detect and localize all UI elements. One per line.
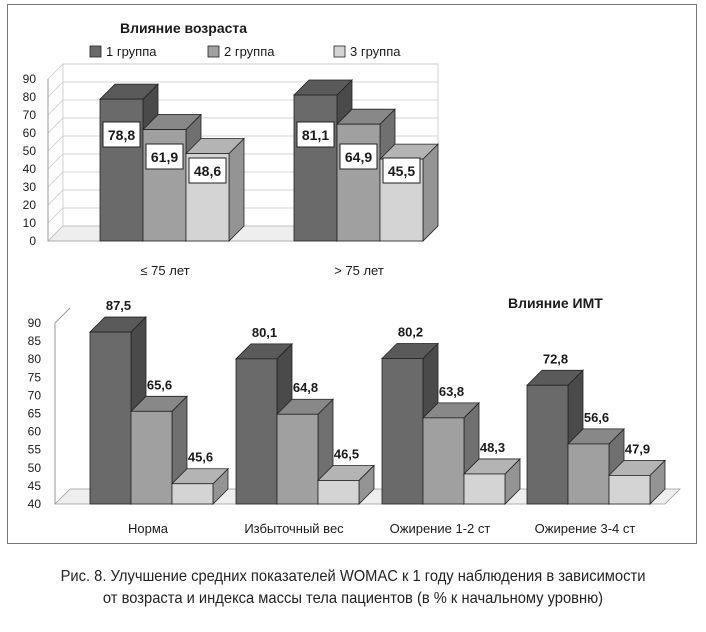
age-legend-label-2: 2 группа [224,44,275,59]
bmi-y-tick-label: 50 [28,461,42,475]
age-chart-title: Влияние возраста [120,20,247,36]
bmi-data-label-1-1: 87,5 [106,298,131,313]
bmi-y-tick-label: 70 [28,388,42,402]
caption-line-1: Рис. 8. Улучшение средних показателей WO… [60,568,646,585]
age-legend-swatch-2 [207,45,220,58]
age-y-tick-label: 40 [23,162,37,176]
caption-line-2: от возраста и индекса массы тела пациент… [102,590,604,607]
bmi-bar-4-2 [567,443,610,505]
age-legend-swatch-3 [333,45,346,58]
bmi-bar-3-2 [422,417,465,505]
bmi-data-label-3-2: 63,8 [439,384,464,399]
bmi-data-label-4-1: 72,8 [543,351,568,366]
age-y-tick-label: 60 [23,126,37,140]
age-bar-2-3-side [422,143,439,242]
age-legend-label-1: 1 группа [106,44,157,59]
bmi-data-label-2-1: 80,1 [252,325,277,340]
bmi-bar-3-1 [381,358,424,505]
age-y-tick-label: 20 [23,198,37,212]
age-y-tick-label: 90 [23,72,37,86]
bmi-bar-2-2 [276,413,319,505]
age-x-tick-label-1: ≤ 75 лет [140,263,189,278]
age-x-tick-label-2: > 75 лет [334,263,384,278]
bmi-bar-1-1 [89,331,132,505]
figure-charts: 0 10 20 30 40 50 60 70 80 90 Влияние возраста 1 гру… [23,20,681,536]
bmi-bar-4-3 [608,475,651,505]
bmi-data-label-4-3: 47,9 [625,441,650,456]
bmi-y-tick-label: 75 [28,370,42,384]
age-data-label-2-3: 45,5 [388,163,415,179]
age-y-tick-label: 50 [23,144,37,158]
bmi-x-tick-label-4: Ожирение 3-4 ст [535,521,636,536]
age-legend-swatch-1 [89,45,102,58]
age-data-label-box [296,121,335,148]
bmi-y-tick-label: 65 [28,407,42,421]
age-data-label-box [188,157,227,184]
bmi-bar-1-2 [130,410,173,505]
age-data-label-2-1: 81,1 [302,127,329,143]
bmi-bar-3-3 [463,473,506,505]
bmi-y-tick-label: 55 [28,443,42,457]
bmi-y-tick-label: 80 [28,352,42,366]
age-bar-1-3-side [228,137,245,242]
age-y-tick-label: 70 [23,108,37,122]
age-y-tick-label: 30 [23,180,37,194]
bmi-x-tick-label-2: Избыточный вес [244,521,344,536]
age-y-tick-label: 0 [29,234,36,248]
age-legend-label-3: 3 группа [350,44,401,59]
bmi-x-tick-label-1: Норма [128,521,169,536]
age-data-label-2-2: 64,9 [345,149,372,165]
age-data-label-box [102,121,141,148]
bmi-bar-1-3 [171,483,214,505]
age-data-label-1-2: 61,9 [151,149,178,165]
age-data-label-box [382,157,421,184]
figure-frame: 0 10 20 30 40 50 60 70 80 90 Влияние возраста 1 гру… [7,4,697,544]
age-data-label-box [145,143,184,170]
bmi-data-label-3-3: 48,3 [480,440,505,455]
bmi-data-label-2-3: 46,5 [334,446,359,461]
bmi-y-tick-label: 85 [28,334,42,348]
age-y-tick-label: 10 [23,216,37,230]
bmi-data-label-1-3: 45,6 [188,450,213,465]
age-bar-1-1 [99,98,144,242]
age-gridline [47,63,438,80]
figure-caption: Рис. 8. Улучшение средних показателей WO… [28,566,678,610]
age-data-label-1-3: 48,6 [194,163,221,179]
bmi-bar-4-1 [526,384,569,505]
bmi-data-label-4-2: 56,6 [584,410,609,425]
age-bar-2-2 [336,123,381,242]
bmi-data-label-3-1: 80,2 [398,324,423,339]
bmi-data-label-2-2: 64,8 [293,380,318,395]
bmi-bar-2-3 [317,480,360,505]
age-data-label-1-1: 78,8 [108,127,135,143]
bmi-y-axis-top [54,307,71,324]
bmi-y-tick-label: 40 [28,497,42,511]
age-data-label-box [339,143,378,170]
age-y-tick-label: 80 [23,90,37,104]
bmi-y-tick-label: 60 [28,425,42,439]
bmi-bar-2-1 [235,358,278,505]
bmi-x-tick-label-3: Ожирение 1-2 ст [390,521,491,536]
bmi-y-tick-label: 90 [28,316,42,330]
age-bar-2-1 [293,94,338,242]
bmi-chart-title: Влияние ИМТ [508,295,603,311]
bmi-data-label-1-2: 65,6 [147,377,172,392]
bmi-y-tick-label: 45 [28,479,42,493]
